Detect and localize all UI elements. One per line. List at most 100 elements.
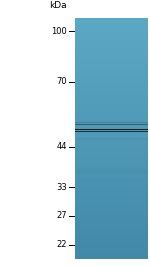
- Bar: [75, 164, 148, 166]
- Bar: [75, 26, 148, 28]
- Bar: [75, 96, 148, 98]
- Bar: [75, 175, 148, 177]
- Bar: [75, 246, 148, 248]
- Bar: [75, 247, 148, 249]
- Bar: [75, 229, 148, 231]
- Bar: [75, 127, 148, 129]
- Bar: [75, 35, 148, 37]
- Bar: [75, 144, 148, 146]
- Bar: [75, 142, 148, 143]
- Bar: [75, 213, 148, 214]
- Bar: [75, 124, 148, 125]
- Bar: [75, 74, 148, 76]
- Bar: [75, 180, 148, 182]
- Bar: [75, 250, 148, 251]
- Bar: [75, 88, 148, 89]
- Bar: [75, 78, 148, 80]
- Bar: [75, 205, 148, 207]
- Text: 33: 33: [56, 183, 67, 192]
- Bar: [75, 149, 148, 151]
- Bar: [75, 60, 148, 62]
- Bar: [75, 214, 148, 215]
- Bar: [75, 103, 148, 105]
- Bar: [75, 244, 148, 245]
- Bar: [75, 208, 148, 209]
- Bar: [75, 176, 148, 178]
- Bar: [75, 166, 148, 167]
- Bar: [75, 64, 148, 65]
- Bar: [75, 119, 148, 120]
- Bar: [75, 125, 148, 127]
- Bar: [75, 223, 148, 225]
- Bar: [75, 108, 148, 110]
- Bar: [75, 156, 148, 158]
- Bar: [75, 168, 148, 170]
- Bar: [75, 90, 148, 92]
- Bar: [75, 162, 148, 164]
- Bar: [75, 226, 148, 227]
- Bar: [75, 181, 148, 183]
- Bar: [75, 61, 148, 63]
- Bar: [75, 100, 148, 101]
- Bar: [75, 85, 148, 87]
- Bar: [75, 210, 148, 212]
- Bar: [75, 248, 148, 250]
- Bar: [75, 161, 148, 163]
- Bar: [75, 101, 148, 103]
- Bar: [75, 231, 148, 233]
- Bar: [75, 47, 148, 49]
- Bar: [75, 236, 148, 238]
- Bar: [75, 62, 148, 64]
- Bar: [75, 58, 148, 59]
- Bar: [75, 138, 148, 140]
- Bar: [75, 31, 148, 33]
- Bar: [75, 198, 148, 200]
- Bar: [75, 148, 148, 149]
- Text: 27: 27: [56, 211, 67, 220]
- Bar: [75, 211, 148, 213]
- Bar: [75, 204, 148, 206]
- Bar: [75, 218, 148, 220]
- Bar: [75, 184, 148, 185]
- Bar: [75, 173, 148, 175]
- Bar: [75, 182, 148, 184]
- Bar: [75, 32, 148, 34]
- Bar: [75, 65, 148, 66]
- Bar: [75, 140, 148, 142]
- Bar: [75, 55, 148, 57]
- Bar: [75, 77, 148, 78]
- Bar: [75, 189, 148, 190]
- Text: 70: 70: [56, 77, 67, 86]
- Bar: [75, 106, 148, 107]
- Bar: [75, 143, 148, 144]
- Bar: [75, 136, 148, 137]
- Bar: [75, 238, 148, 239]
- Bar: [75, 187, 148, 189]
- Bar: [75, 24, 148, 26]
- Bar: [75, 107, 148, 108]
- Bar: [75, 40, 148, 41]
- Bar: [75, 199, 148, 201]
- Bar: [75, 172, 148, 173]
- Bar: [75, 79, 148, 81]
- Bar: [75, 102, 148, 104]
- Bar: [75, 158, 148, 160]
- Bar: [75, 99, 148, 100]
- Bar: [75, 155, 148, 156]
- Bar: [75, 56, 148, 58]
- Bar: [75, 72, 148, 74]
- Bar: [75, 46, 148, 47]
- Bar: [75, 54, 148, 56]
- Bar: [75, 145, 148, 147]
- Bar: [75, 59, 148, 61]
- Bar: [75, 160, 148, 161]
- Bar: [75, 23, 148, 25]
- Bar: [75, 68, 148, 70]
- Bar: [75, 167, 148, 168]
- Bar: [75, 34, 148, 35]
- Bar: [75, 92, 148, 94]
- Bar: [75, 137, 148, 139]
- Bar: [75, 251, 148, 253]
- Bar: [75, 150, 148, 152]
- Bar: [75, 66, 148, 68]
